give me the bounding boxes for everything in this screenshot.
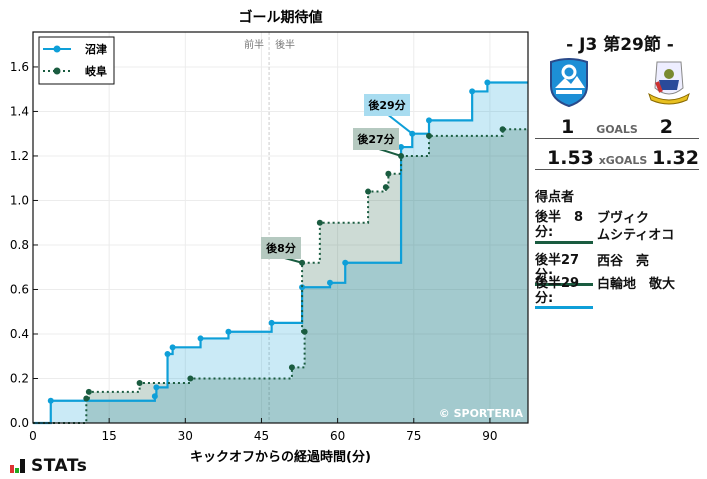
svg-text:前半: 前半 bbox=[244, 38, 264, 51]
svg-text:0.8: 0.8 bbox=[10, 238, 29, 252]
svg-text:© SPORTERIA: © SPORTERIA bbox=[439, 407, 524, 420]
svg-text:沼津: 沼津 bbox=[85, 42, 107, 56]
svg-text:後8分: 後8分 bbox=[266, 241, 296, 255]
svg-text:後27分: 後27分 bbox=[357, 132, 394, 146]
goals-row: 1 GOALS 2 bbox=[535, 116, 699, 139]
svg-text:30: 30 bbox=[178, 429, 193, 443]
round-title: - J3 第29節 - bbox=[566, 35, 674, 55]
home-xg: 1.53 bbox=[547, 147, 594, 169]
scorer-2: 後半27分: 西谷 亮 bbox=[535, 253, 649, 286]
svg-text:0.2: 0.2 bbox=[10, 371, 29, 385]
svg-text:0.0: 0.0 bbox=[10, 416, 29, 430]
svg-text:1.2: 1.2 bbox=[10, 149, 29, 163]
svg-text:岐阜: 岐阜 bbox=[85, 64, 107, 78]
home-goals: 1 bbox=[561, 116, 575, 138]
svg-text:後29分: 後29分 bbox=[368, 98, 405, 112]
numazu-crest-icon bbox=[550, 58, 588, 108]
svg-text:1.4: 1.4 bbox=[10, 104, 29, 118]
logo-text: STATs bbox=[31, 456, 88, 476]
svg-text:0.4: 0.4 bbox=[10, 327, 29, 341]
svg-text:キックオフからの経過時間(分): キックオフからの経過時間(分) bbox=[190, 449, 371, 465]
scorer-name: ブヴィク ムシティオコ bbox=[597, 211, 675, 243]
chart-title: ゴール期待値 bbox=[239, 9, 323, 26]
scorer-name: 西谷 亮 bbox=[597, 254, 650, 269]
svg-text:1.6: 1.6 bbox=[10, 60, 29, 74]
scorer-3: 後半29分: 白輪地 敬大 bbox=[535, 276, 675, 309]
xgoals-row: 1.53 xGOALS 1.32 bbox=[535, 147, 699, 170]
away-goals: 2 bbox=[659, 116, 673, 138]
scorers-title: 得点者 bbox=[535, 190, 575, 205]
svg-text:後半: 後半 bbox=[275, 38, 295, 51]
stats-logo: STATs bbox=[10, 456, 87, 476]
svg-text:0.6: 0.6 bbox=[10, 282, 29, 296]
svg-text:75: 75 bbox=[406, 429, 421, 443]
scorer-time: 後半27分: bbox=[535, 253, 593, 286]
away-xg: 1.32 bbox=[652, 147, 699, 169]
xgoals-label: xGOALS bbox=[598, 154, 648, 167]
gifu-crest-icon bbox=[648, 61, 690, 105]
scorer-time: 後半 8分: bbox=[535, 210, 593, 244]
svg-text:45: 45 bbox=[254, 429, 269, 443]
svg-text:1.0: 1.0 bbox=[10, 193, 29, 207]
svg-text:90: 90 bbox=[482, 429, 497, 443]
svg-text:0: 0 bbox=[29, 429, 37, 443]
goals-label: GOALS bbox=[596, 123, 638, 136]
svg-text:60: 60 bbox=[330, 429, 345, 443]
scorer-1: 後半 8分: ブヴィク ムシティオコ bbox=[535, 210, 674, 244]
scorer-name: 白輪地 敬大 bbox=[597, 277, 676, 292]
scorer-time: 後半29分: bbox=[535, 276, 593, 309]
svg-text:15: 15 bbox=[102, 429, 117, 443]
bar-chart-icon bbox=[10, 459, 25, 473]
